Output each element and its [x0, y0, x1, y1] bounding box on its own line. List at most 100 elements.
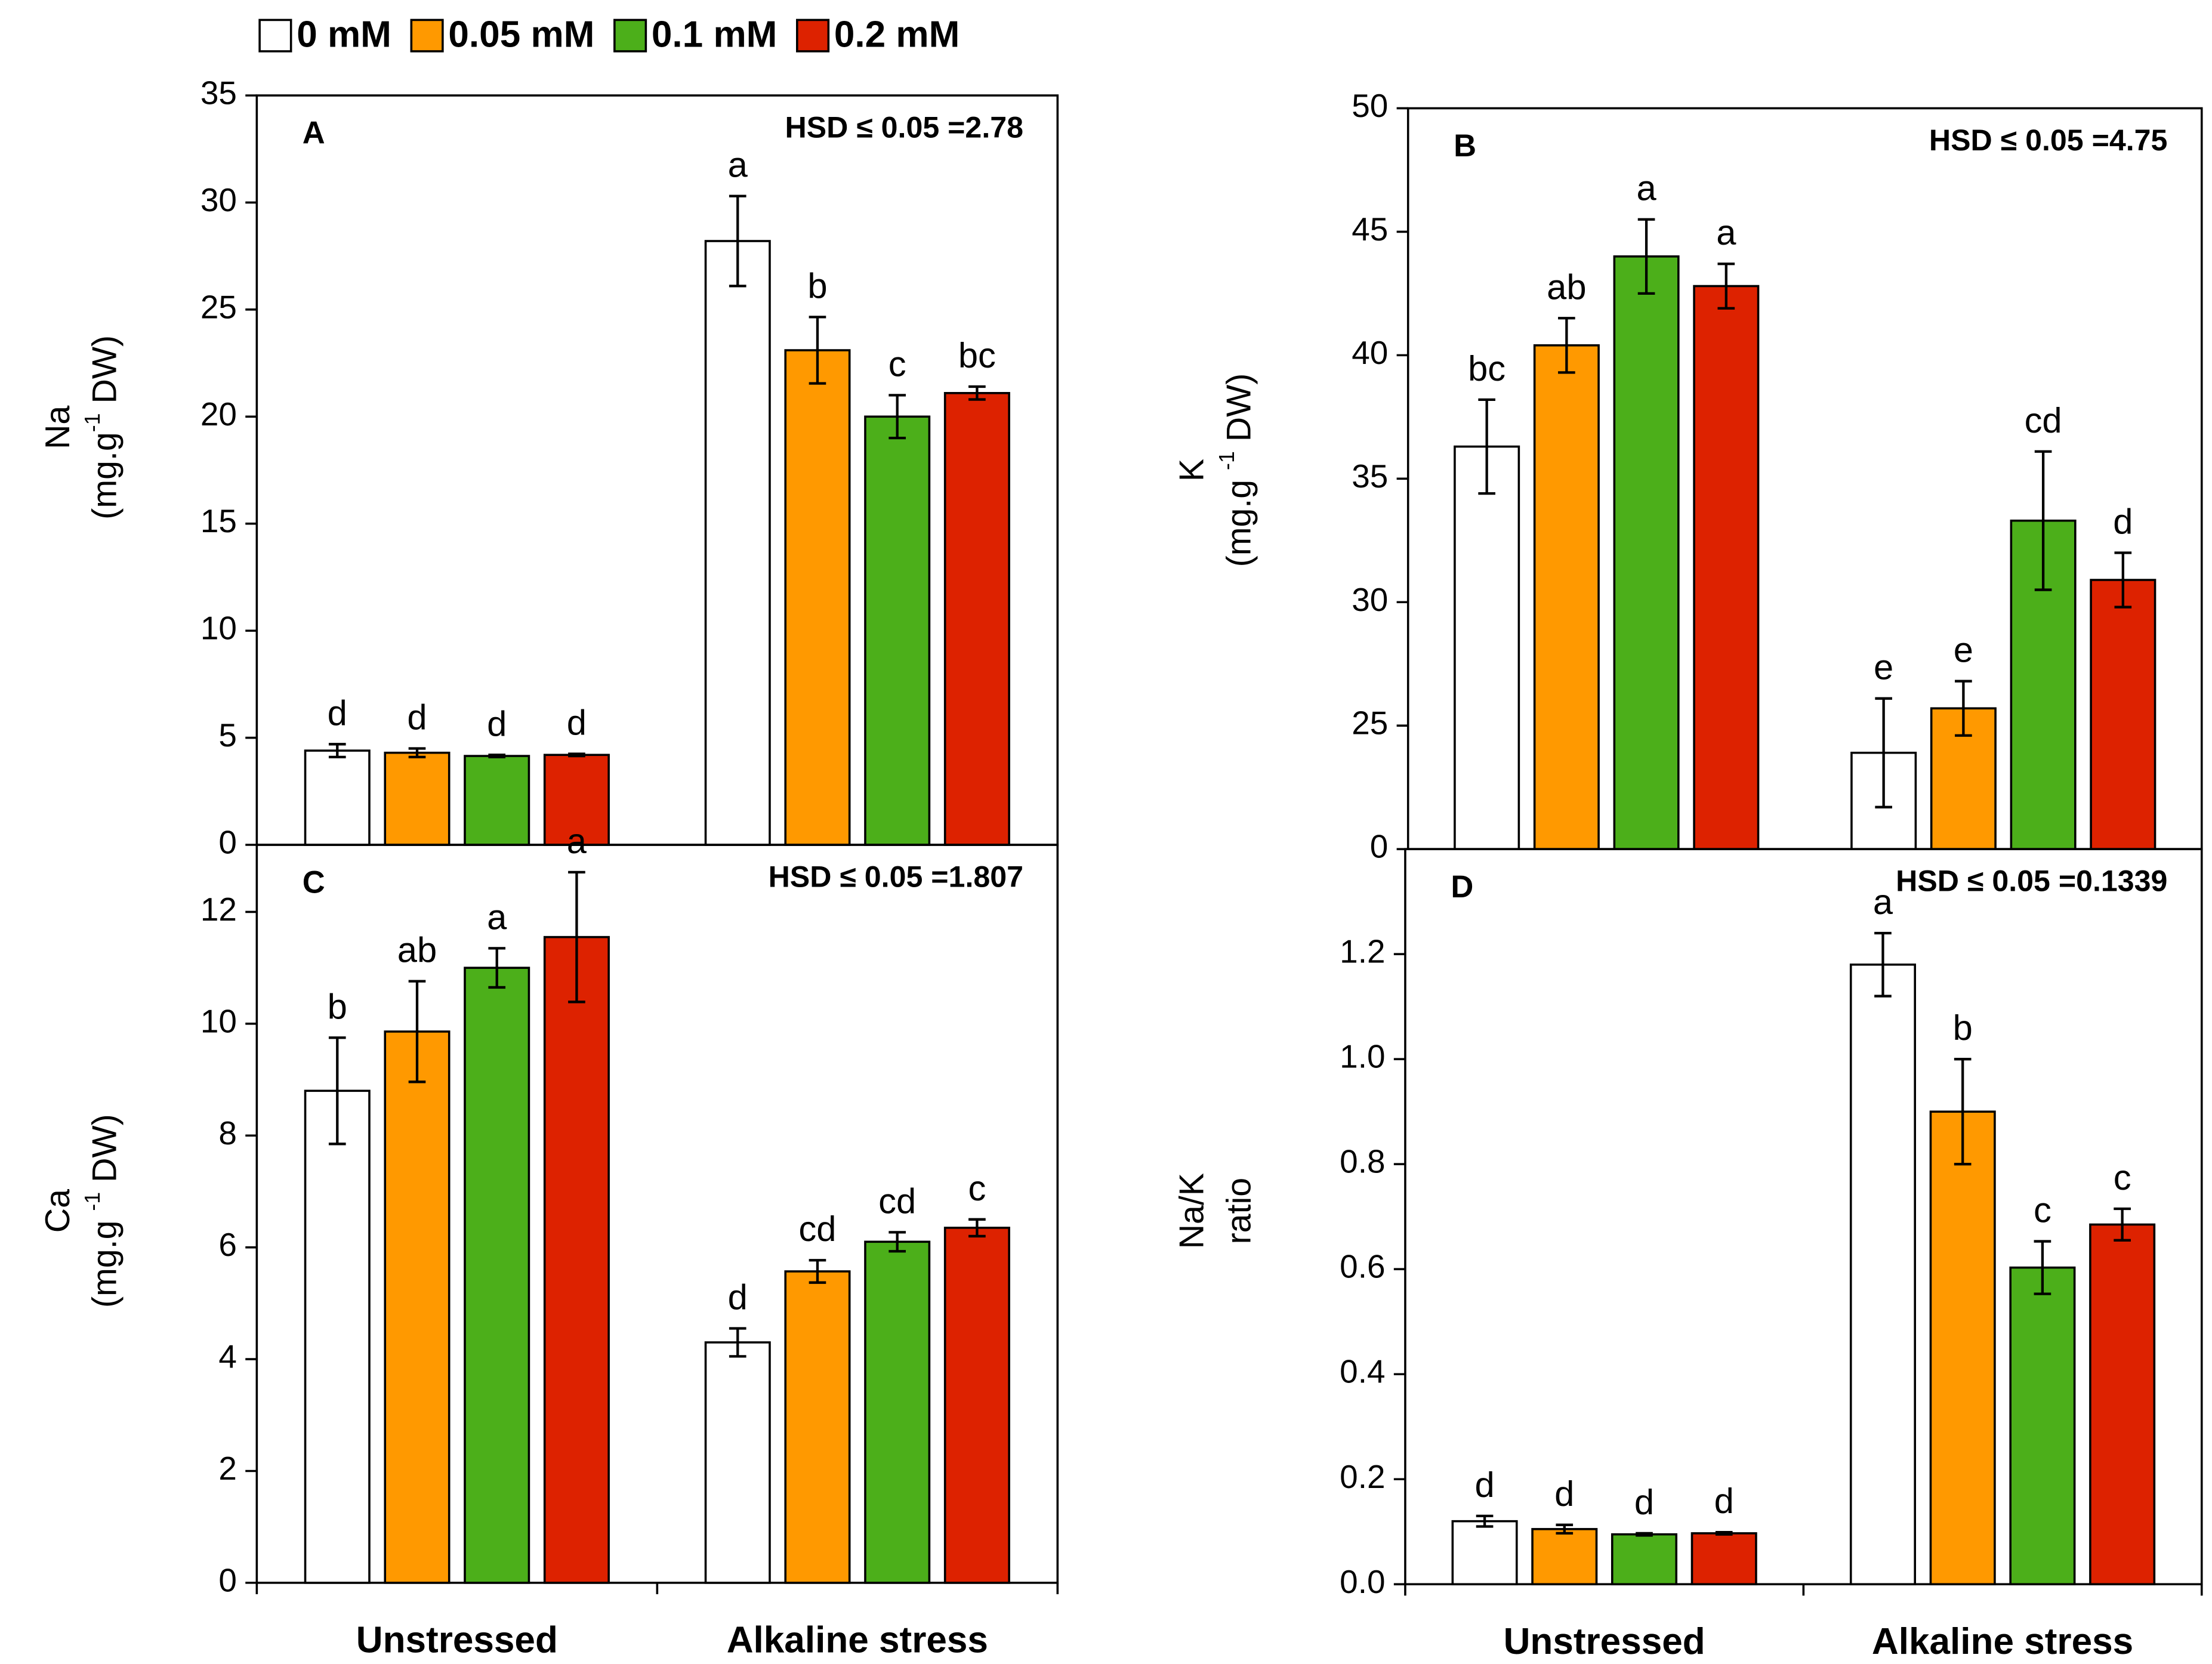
y-tick-label: 40: [1352, 334, 1388, 371]
significance-letter: b: [328, 986, 347, 1026]
y-tick-label: 0: [218, 823, 237, 860]
bar: [304, 1089, 371, 1584]
bar: [1533, 344, 1600, 850]
y-axis-unit-part: DW): [86, 335, 124, 413]
y-axis-unit: (mg.g -1 DW): [81, 1114, 124, 1308]
bar: [1690, 1532, 1757, 1586]
bar: [1454, 445, 1520, 850]
y-tick-label: 4: [218, 1338, 237, 1375]
plot-frame: [255, 94, 1059, 846]
bar: [1451, 1520, 1518, 1586]
bar: [2009, 1266, 2076, 1586]
significance-letter: d: [407, 697, 427, 737]
panel-letter: A: [303, 116, 325, 151]
significance-letter: d: [487, 703, 507, 743]
y-axis-unit: ratio: [1220, 1178, 1258, 1244]
y-tick-label: 0.4: [1340, 1353, 1385, 1390]
significance-letter: d: [728, 1277, 748, 1317]
y-axis-title: K: [1173, 459, 1211, 481]
y-axis-unit-part: (mg.g: [86, 1211, 124, 1308]
legend-swatch: [258, 18, 292, 53]
significance-letter: d: [1714, 1481, 1734, 1521]
legend-swatch: [796, 18, 830, 53]
y-tick-label: 12: [200, 891, 237, 928]
x-tick-label: Alkaline stress: [1872, 1621, 2133, 1662]
panel-letter: C: [303, 865, 325, 900]
y-axis-unit-part: DW): [86, 1114, 124, 1191]
y-tick-label: 20: [200, 396, 237, 433]
significance-letter: d: [1474, 1465, 1494, 1505]
y-tick-label: 10: [200, 1002, 237, 1039]
significance-letter: c: [888, 344, 906, 384]
significance-letter: c: [2034, 1190, 2051, 1230]
bar: [704, 240, 771, 846]
y-tick-label: 5: [218, 717, 237, 754]
bar: [304, 749, 371, 846]
significance-letter: b: [1953, 1008, 1973, 1048]
y-tick-label: 6: [218, 1226, 237, 1263]
y-tick-label: 10: [200, 610, 237, 647]
y-axis-label: Ca (mg.g -1 DW): [39, 1114, 124, 1308]
significance-letter: d: [1554, 1474, 1574, 1514]
significance-letter: d: [567, 702, 587, 742]
y-axis-unit-part: -1: [81, 413, 105, 432]
y-axis-unit-part: -1: [81, 1192, 105, 1211]
significance-letter: e: [1954, 630, 1973, 670]
plot-frame: [255, 844, 1059, 1584]
legend-label: 0.2 mM: [834, 14, 960, 55]
y-axis-label: K (mg.g -1 DW): [1173, 373, 1258, 567]
y-axis-unit: (mg.g -1 DW): [1215, 373, 1258, 567]
bar: [943, 1227, 1010, 1584]
significance-letter: ab: [1547, 267, 1586, 307]
y-tick-label: 0.8: [1340, 1143, 1385, 1180]
x-tick-label: Alkaline stress: [727, 1620, 988, 1661]
y-tick-label: 0.0: [1340, 1563, 1385, 1600]
significance-letter: a: [728, 145, 748, 185]
y-tick-label: 50: [1352, 87, 1388, 124]
bar: [1929, 1110, 1996, 1586]
hsd-annotation: HSD ≤ 0.05 =4.75: [1929, 124, 2168, 157]
y-tick-label: 0: [1370, 828, 1389, 865]
bar: [2090, 579, 2157, 850]
hsd-annotation: HSD ≤ 0.05 =1.807: [769, 860, 1023, 894]
bar: [784, 1270, 851, 1584]
hsd-annotation: HSD ≤ 0.05 =2.78: [785, 111, 1023, 144]
significance-letter: c: [968, 1168, 986, 1208]
y-axis-title: Na: [39, 406, 77, 449]
bar: [1693, 285, 1760, 850]
bar: [1611, 1533, 1678, 1586]
bar: [864, 1240, 931, 1584]
plot-frame: [1406, 107, 2203, 850]
y-tick-label: 8: [218, 1115, 237, 1151]
bar: [384, 751, 451, 846]
legend-label: 0.1 mM: [652, 14, 777, 55]
significance-letter: a: [567, 821, 587, 861]
x-tick-label: Unstressed: [1504, 1621, 1705, 1662]
legend-swatch: [410, 18, 444, 53]
y-tick-label: 25: [200, 288, 237, 325]
bar: [1930, 707, 1997, 850]
y-axis-title: Ca: [39, 1189, 77, 1233]
y-tick-label: 0: [218, 1561, 237, 1598]
bar: [384, 1030, 451, 1584]
y-tick-label: 25: [1352, 705, 1388, 742]
y-tick-label: 35: [200, 74, 237, 111]
significance-letter: bc: [958, 335, 996, 375]
significance-letter: cd: [878, 1181, 916, 1221]
significance-letter: ab: [397, 930, 437, 970]
y-axis-unit-part: ratio: [1220, 1178, 1258, 1244]
bar: [543, 936, 610, 1584]
y-tick-label: 30: [200, 181, 237, 218]
y-tick-label: 2: [218, 1450, 237, 1487]
significance-letter: d: [2113, 501, 2133, 541]
y-axis-unit: (mg.g-1 DW): [81, 335, 124, 520]
bar: [464, 755, 530, 846]
bar: [943, 392, 1010, 846]
y-axis-unit-part: DW): [1220, 373, 1258, 451]
bar: [1613, 255, 1680, 850]
significance-letter: cd: [2025, 400, 2062, 440]
panel-letter: B: [1454, 128, 1476, 163]
y-axis-label: Na/K ratio: [1173, 1173, 1258, 1249]
panel-letter: D: [1451, 869, 1473, 904]
bar: [784, 349, 851, 846]
